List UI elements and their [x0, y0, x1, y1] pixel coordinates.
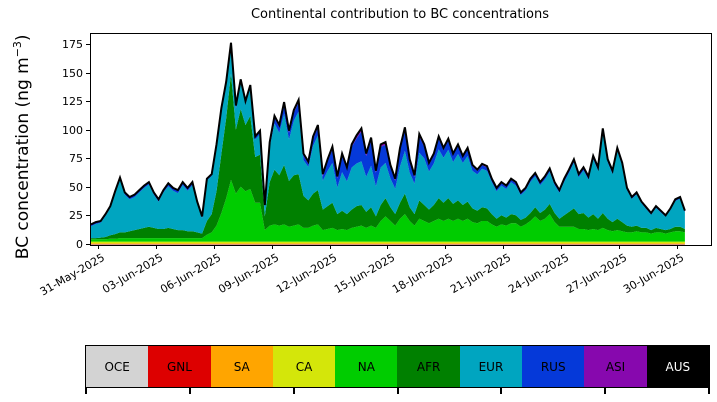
y-tick-mark	[86, 215, 90, 216]
legend-item-RUS: RUS	[522, 346, 584, 387]
legend-axis-tick	[85, 387, 87, 394]
area-series-SA	[91, 243, 685, 244]
y-axis-label-text: BC concentration (ng m	[13, 57, 33, 259]
area-series-CA	[91, 242, 685, 244]
y-tick-mark	[86, 44, 90, 45]
y-tick-label: 0	[43, 239, 83, 250]
x-tick-label: 27-Jun-2025	[564, 251, 629, 296]
y-tick-mark	[86, 187, 90, 188]
legend-item-AUS: AUS	[647, 346, 709, 387]
x-tick-label: 18-Jun-2025	[390, 251, 455, 296]
legend: OCEGNLSACANAAFREURRUSASIAUS	[85, 345, 710, 388]
y-tick-mark	[86, 101, 90, 102]
chart-title: Continental contribution to BC concentra…	[90, 7, 710, 22]
y-tick-label: 125	[43, 96, 83, 107]
x-tick-mark	[330, 245, 331, 249]
x-tick-label: 06-Jun-2025	[158, 251, 223, 296]
x-tick-mark	[619, 245, 620, 249]
legend-item-GNL: GNL	[148, 346, 210, 387]
legend-item-CA: CA	[273, 346, 335, 387]
stacked-area-chart	[91, 34, 711, 245]
y-axis-label-exponent: −3	[11, 41, 24, 57]
x-tick-label: 30-Jun-2025	[622, 251, 687, 296]
y-tick-mark	[86, 158, 90, 159]
y-tick-mark	[86, 244, 90, 245]
figure: Continental contribution to BC concentra…	[0, 0, 717, 402]
legend-item-OCE: OCE	[86, 346, 148, 387]
x-tick-label: 31-May-2025	[38, 251, 107, 299]
legend-axis-tick	[500, 387, 502, 394]
legend-axis-tick	[293, 387, 295, 394]
x-tick-label: 03-Jun-2025	[100, 251, 165, 296]
x-tick-label: 21-Jun-2025	[448, 251, 513, 296]
y-tick-label: 75	[43, 153, 83, 164]
x-tick-mark	[98, 245, 99, 249]
x-tick-mark	[677, 245, 678, 249]
x-tick-label: 12-Jun-2025	[274, 251, 339, 296]
legend-axis-tick	[397, 387, 399, 394]
x-tick-mark	[272, 245, 273, 249]
legend-axis-tick	[189, 387, 191, 394]
y-tick-label: 100	[43, 125, 83, 136]
legend-item-ASI: ASI	[584, 346, 646, 387]
x-tick-label: 15-Jun-2025	[332, 251, 397, 296]
y-axis-label-close: )	[13, 34, 33, 41]
legend-item-SA: SA	[211, 346, 273, 387]
x-tick-mark	[156, 245, 157, 249]
y-axis-label: BC concentration (ng m−3)	[11, 0, 33, 317]
x-tick-mark	[445, 245, 446, 249]
x-tick-mark	[503, 245, 504, 249]
y-tick-label: 150	[43, 68, 83, 79]
legend-item-EUR: EUR	[460, 346, 522, 387]
legend-item-NA: NA	[335, 346, 397, 387]
y-tick-label: 25	[43, 210, 83, 221]
x-tick-mark	[561, 245, 562, 249]
y-tick-label: 175	[43, 39, 83, 50]
x-tick-mark	[387, 245, 388, 249]
legend-axis-tick	[708, 387, 710, 394]
x-tick-mark	[214, 245, 215, 249]
x-tick-label: 09-Jun-2025	[216, 251, 281, 296]
y-tick-mark	[86, 130, 90, 131]
y-tick-label: 50	[43, 182, 83, 193]
legend-item-AFR: AFR	[397, 346, 459, 387]
x-tick-label: 24-Jun-2025	[506, 251, 571, 296]
plot-area	[90, 33, 712, 246]
legend-axis-tick	[604, 387, 606, 394]
y-tick-mark	[86, 73, 90, 74]
